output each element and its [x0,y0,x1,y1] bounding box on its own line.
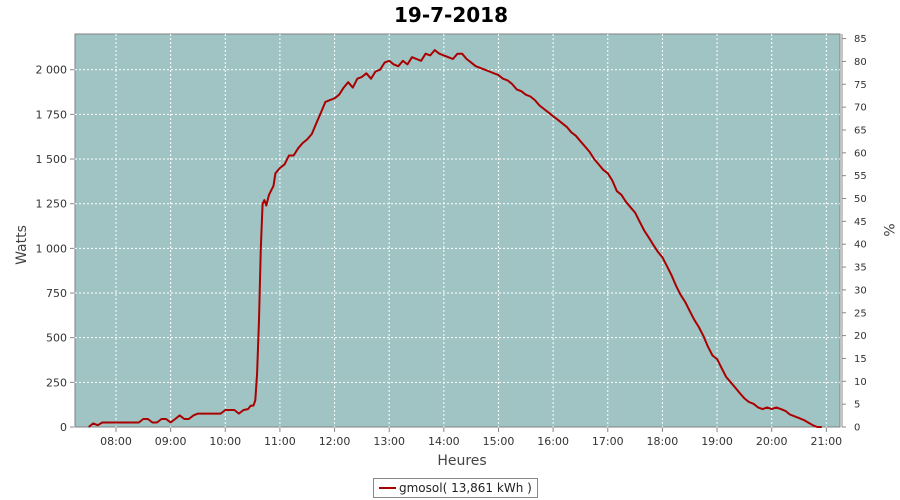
x-tick-label: 13:00 [373,435,405,448]
y-tick-label: 750 [46,287,67,300]
x-tick-label: 17:00 [592,435,624,448]
legend-label: gmosol( 13,861 kWh ) [399,481,532,495]
x-tick-label: 10:00 [209,435,241,448]
x-tick-label: 21:00 [810,435,842,448]
y-tick-label: 0 [60,421,67,434]
x-tick-label: 20:00 [756,435,788,448]
y2-axis-label: % [880,223,896,236]
legend: gmosol( 13,861 kWh ) [373,478,538,498]
y-tick-label: 500 [46,332,67,345]
series-line [88,49,822,428]
y2-tick-label: 20 [854,331,867,342]
y2-tick-label: 70 [854,103,867,114]
y2-tick-label: 50 [854,194,867,205]
axes: 08:00 09:00 10:00 11:00 12:00 13:00 14:00 15:00… [36,34,867,448]
y2-tick-label: 40 [854,240,867,251]
x-tick-label: 12:00 [319,435,351,448]
y2-tick-label: 75 [854,80,867,91]
y-tick-label: 250 [46,376,67,389]
y2-tick-label: 10 [854,377,867,388]
y2-tick-label: 65 [854,125,867,136]
y2-tick-label: 5 [854,400,860,411]
gridlines [75,34,840,427]
y2-tick-label: 45 [854,217,867,228]
y2-tick-label: 85 [854,34,867,45]
y-tick-label: 2 000 [36,64,68,77]
x-tick-label: 16:00 [537,435,569,448]
y-tick-label: 1 750 [36,108,68,121]
y-tick-label: 1 000 [36,242,68,255]
series-layer [88,49,822,428]
y2-tick-label: 0 [854,423,860,434]
y2-tick-label: 60 [854,148,867,159]
x-tick-label: 15:00 [483,435,515,448]
y2-tick-label: 15 [854,354,867,365]
plot-area [74,33,841,428]
y2-tick-label: 35 [854,263,867,274]
x-axis-label: Heures [437,453,486,469]
y2-tick-label: 25 [854,308,867,319]
y2-tick-label: 30 [854,285,867,296]
x-tick-label: 11:00 [264,435,296,448]
y2-tick-label: 55 [854,171,867,182]
x-tick-label: 09:00 [155,435,187,448]
legend-swatch [379,487,396,489]
chart-title: 19-7-2018 [394,3,508,27]
x-tick-label: 08:00 [100,435,132,448]
y2-tick-label: 80 [854,57,867,68]
x-tick-label: 18:00 [647,435,679,448]
x-tick-label: 14:00 [428,435,460,448]
x-tick-label: 19:00 [701,435,733,448]
y-tick-label: 1 500 [36,153,68,166]
y-tick-label: 1 250 [36,198,68,211]
y-axis-label: Watts [14,225,30,265]
